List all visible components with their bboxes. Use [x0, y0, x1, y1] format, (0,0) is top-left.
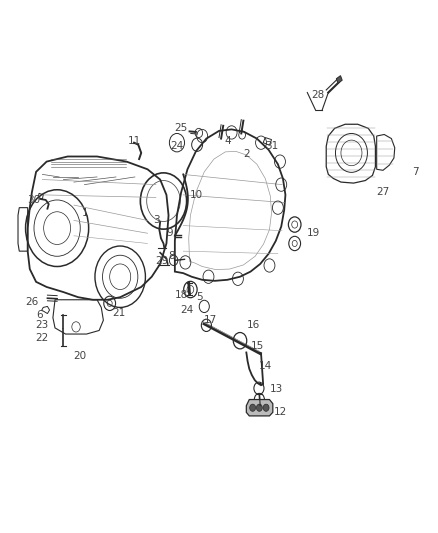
Text: 11: 11	[128, 136, 141, 146]
Text: 19: 19	[307, 228, 321, 238]
Circle shape	[263, 404, 269, 411]
Text: 7: 7	[413, 167, 419, 177]
Text: 16: 16	[246, 320, 260, 330]
Text: 12: 12	[274, 407, 287, 417]
Circle shape	[250, 404, 256, 411]
Text: 23: 23	[35, 320, 49, 330]
Text: 21: 21	[112, 308, 125, 318]
Text: 30: 30	[27, 195, 40, 205]
Text: 24: 24	[180, 305, 194, 315]
Text: 29: 29	[155, 256, 169, 266]
Text: 18: 18	[175, 289, 188, 300]
Polygon shape	[336, 76, 342, 83]
Text: 27: 27	[377, 187, 390, 197]
Text: 25: 25	[174, 123, 187, 133]
Text: 24: 24	[170, 141, 183, 151]
Text: 10: 10	[190, 190, 203, 200]
Text: 26: 26	[25, 297, 38, 308]
Text: 13: 13	[269, 384, 283, 394]
Text: 14: 14	[259, 361, 272, 372]
Text: 8: 8	[169, 251, 175, 261]
Text: 17: 17	[204, 315, 218, 325]
Text: 22: 22	[35, 333, 49, 343]
Text: 15: 15	[251, 341, 264, 351]
Text: 1: 1	[82, 208, 88, 218]
Text: 31: 31	[265, 141, 278, 151]
Text: 5: 5	[196, 292, 202, 302]
Text: 3: 3	[153, 215, 160, 225]
Text: 9: 9	[166, 228, 173, 238]
Text: 6: 6	[36, 310, 42, 320]
Text: 2: 2	[243, 149, 250, 159]
Text: 20: 20	[74, 351, 87, 361]
Polygon shape	[246, 400, 273, 416]
Text: 28: 28	[311, 90, 325, 100]
Text: 4: 4	[224, 136, 231, 146]
Circle shape	[256, 404, 262, 411]
